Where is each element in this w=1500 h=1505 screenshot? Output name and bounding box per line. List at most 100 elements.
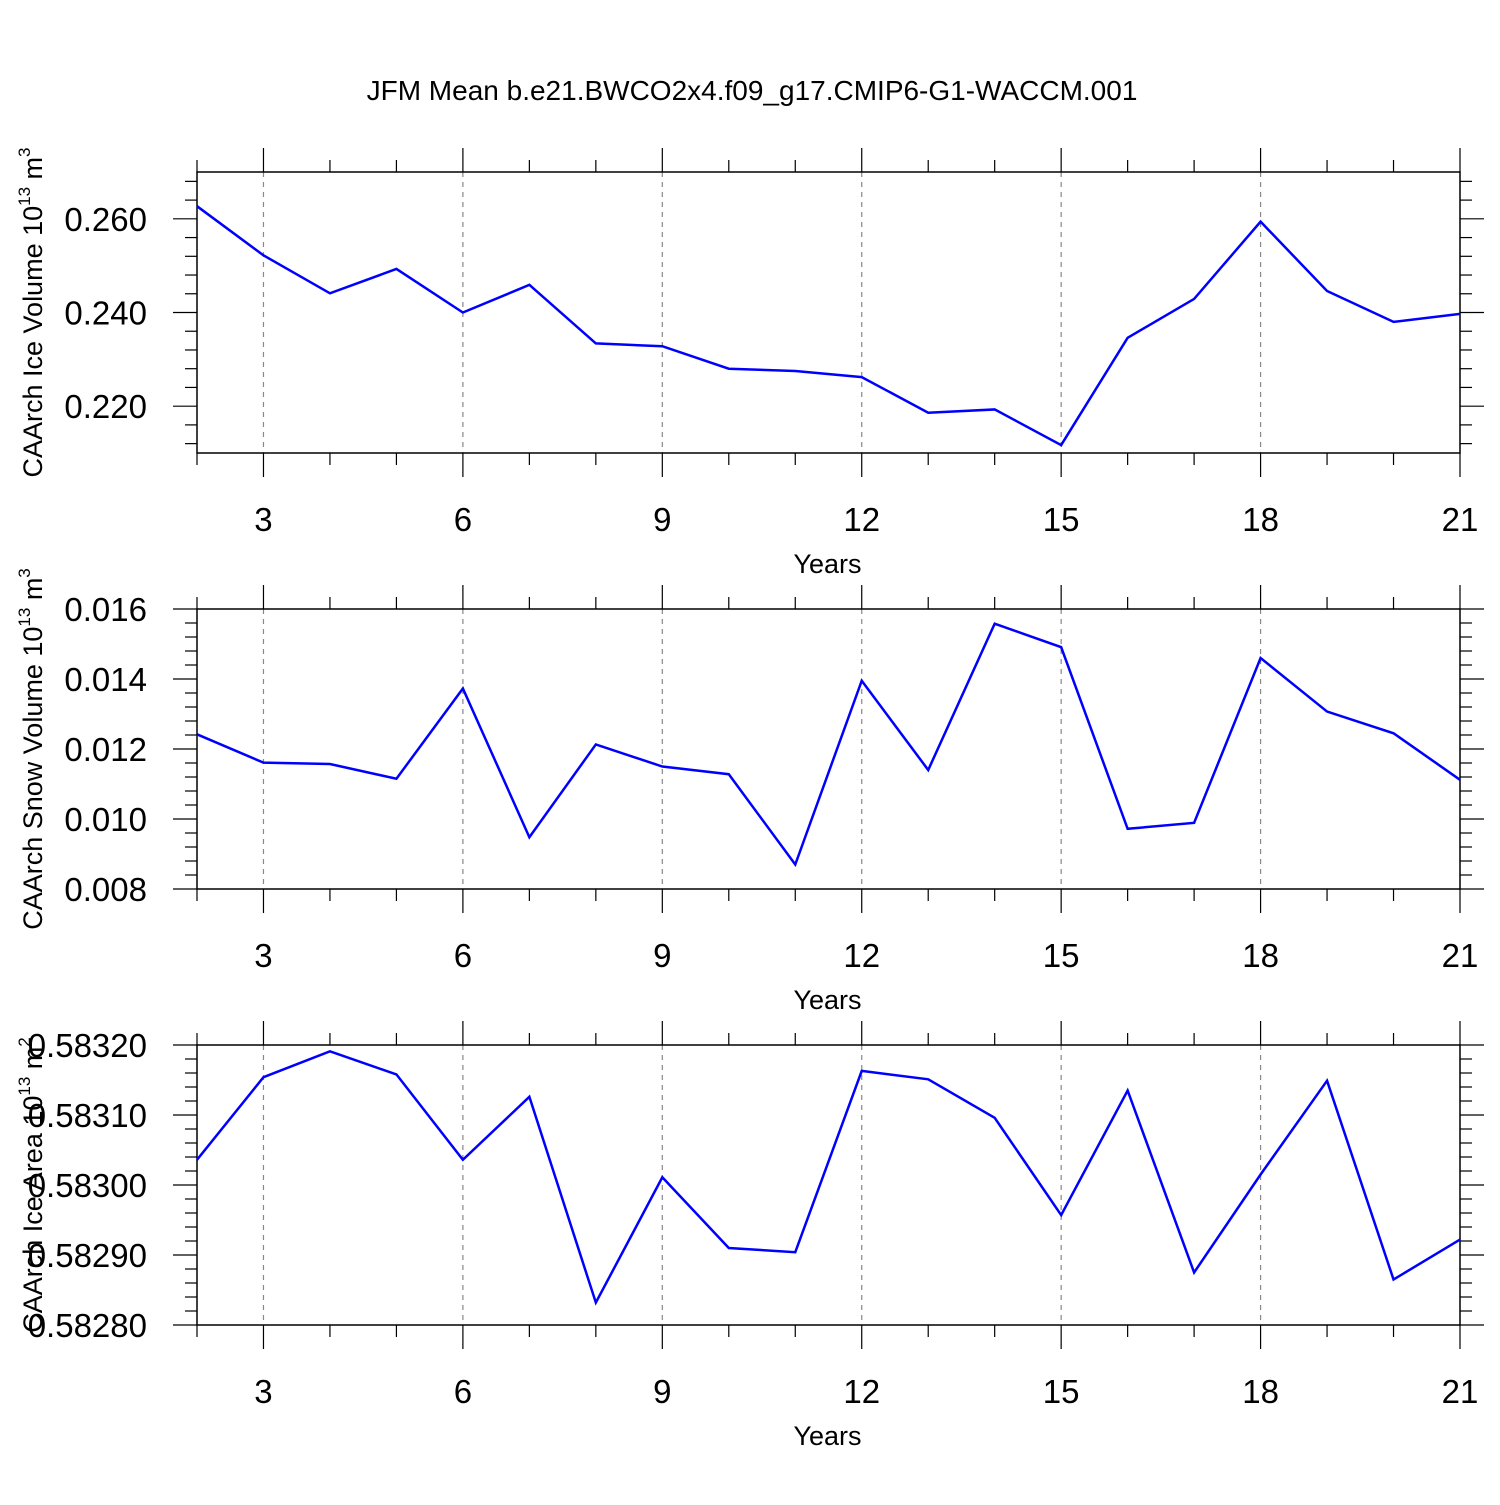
data-point — [993, 1117, 995, 1119]
y-tick-label: 0.240 — [64, 295, 147, 332]
y-axis-label-main: CAArch Ice Area 10 — [18, 1096, 48, 1333]
chart-panel-2: 0.008 0.010 0.012 0.014 0.016 3 6 9 12 15 18 21 Year… — [15, 568, 1484, 1015]
data-point — [262, 1076, 264, 1078]
plot-frame — [196, 608, 1461, 890]
x-tick-label: 9 — [653, 937, 671, 974]
data-point — [1459, 779, 1461, 781]
x-tick-label: 15 — [1043, 937, 1080, 974]
data-point — [595, 743, 597, 745]
x-tick-label: 18 — [1242, 501, 1279, 538]
data-point — [1060, 1214, 1062, 1216]
chart-title: JFM Mean b.e21.BWCO2x4.f09_g17.CMIP6-G1-… — [367, 75, 1138, 106]
data-point — [927, 769, 929, 771]
x-tick-label: 12 — [843, 1373, 880, 1410]
data-point — [1392, 1278, 1394, 1280]
data-point — [728, 773, 730, 775]
data-point — [728, 1247, 730, 1249]
data-point — [993, 408, 995, 410]
x-tick-label: 3 — [254, 937, 272, 974]
data-point — [1126, 1089, 1128, 1091]
y-axis-label-unit-exponent: 2 — [15, 1037, 34, 1046]
data-point — [1060, 444, 1062, 446]
plot-frame — [196, 1044, 1461, 1326]
data-point — [595, 342, 597, 344]
x-tick-label: 6 — [454, 1373, 472, 1410]
data-line — [196, 1049, 1461, 1306]
y-axis-label: CAArch Ice Area 1013 m2 — [15, 1037, 48, 1333]
data-point — [262, 761, 264, 763]
y-axis-label-unit: m — [18, 1047, 48, 1077]
x-tick-label: 3 — [254, 1373, 272, 1410]
data-point — [196, 1159, 198, 1161]
y-axis-label-main: CAArch Ice Volume 10 — [18, 206, 48, 478]
data-point — [927, 1078, 929, 1080]
data-point — [1193, 298, 1195, 300]
data-point — [462, 1159, 464, 1161]
data-point — [1259, 220, 1261, 222]
y-tick-label: 0.012 — [64, 731, 147, 768]
data-point — [728, 368, 730, 370]
x-tick-label: 15 — [1043, 1373, 1080, 1410]
x-tick-label: 18 — [1242, 1373, 1279, 1410]
data-point — [1326, 1080, 1328, 1082]
data-point — [528, 836, 530, 838]
x-tick-label: 3 — [254, 501, 272, 538]
data-point — [1193, 822, 1195, 824]
data-point — [861, 680, 863, 682]
y-tick-label: 0.58280 — [28, 1307, 147, 1344]
data-point — [861, 1070, 863, 1072]
y-axis-label-unit-exponent: 3 — [15, 147, 34, 156]
data-point — [927, 412, 929, 414]
plot-frame — [196, 171, 1461, 454]
y-axis-label-unit: m — [18, 157, 48, 187]
data-point — [262, 254, 264, 256]
x-tick-label: 21 — [1442, 1373, 1479, 1410]
y-tick-label: 0.58300 — [28, 1167, 147, 1204]
data-point — [329, 763, 331, 765]
data-point — [462, 687, 464, 689]
data-point — [196, 205, 198, 207]
y-tick-label: 0.014 — [64, 661, 147, 698]
y-axis-label-unit-exponent: 3 — [15, 568, 34, 577]
x-tick-label: 18 — [1242, 937, 1279, 974]
y-tick-label: 0.220 — [64, 388, 147, 425]
chart-panel-3: 0.58280 0.58290 0.58300 0.58310 0.58320 3 6 9 12… — [15, 1021, 1484, 1451]
data-point — [329, 1050, 331, 1052]
data-point — [329, 292, 331, 294]
data-point — [794, 1251, 796, 1253]
y-axis-label-exponent: 13 — [15, 608, 34, 627]
y-tick-label: 0.008 — [64, 871, 147, 908]
y-axis-label: CAArch Ice Volume 1013 m3 — [15, 147, 48, 477]
data-point — [528, 284, 530, 286]
data-point — [1392, 732, 1394, 734]
data-point — [1259, 1173, 1261, 1175]
data-point — [1326, 710, 1328, 712]
data-point — [462, 311, 464, 313]
y-axis-label-exponent: 13 — [15, 1077, 34, 1096]
x-tick-label: 15 — [1043, 501, 1080, 538]
x-tick-label: 21 — [1442, 937, 1479, 974]
y-axis-label-unit: m — [18, 578, 48, 608]
data-point — [1326, 290, 1328, 292]
data-point — [1459, 1238, 1461, 1240]
data-point — [794, 370, 796, 372]
data-point — [528, 1096, 530, 1098]
x-axis-label: Years — [793, 1421, 861, 1451]
data-point — [395, 268, 397, 270]
data-point — [1060, 646, 1062, 648]
data-point — [861, 376, 863, 378]
x-tick-label: 21 — [1442, 501, 1479, 538]
y-axis-label: CAArch Snow Volume 1013 m3 — [15, 568, 48, 930]
x-axis-label: Years — [793, 985, 861, 1015]
data-point — [993, 623, 995, 625]
x-tick-label: 12 — [843, 501, 880, 538]
x-tick-label: 6 — [454, 501, 472, 538]
data-point — [1459, 313, 1461, 315]
x-tick-label: 6 — [454, 937, 472, 974]
data-line — [196, 205, 1461, 447]
data-point — [595, 1301, 597, 1303]
data-point — [661, 1176, 663, 1178]
x-tick-label: 12 — [843, 937, 880, 974]
